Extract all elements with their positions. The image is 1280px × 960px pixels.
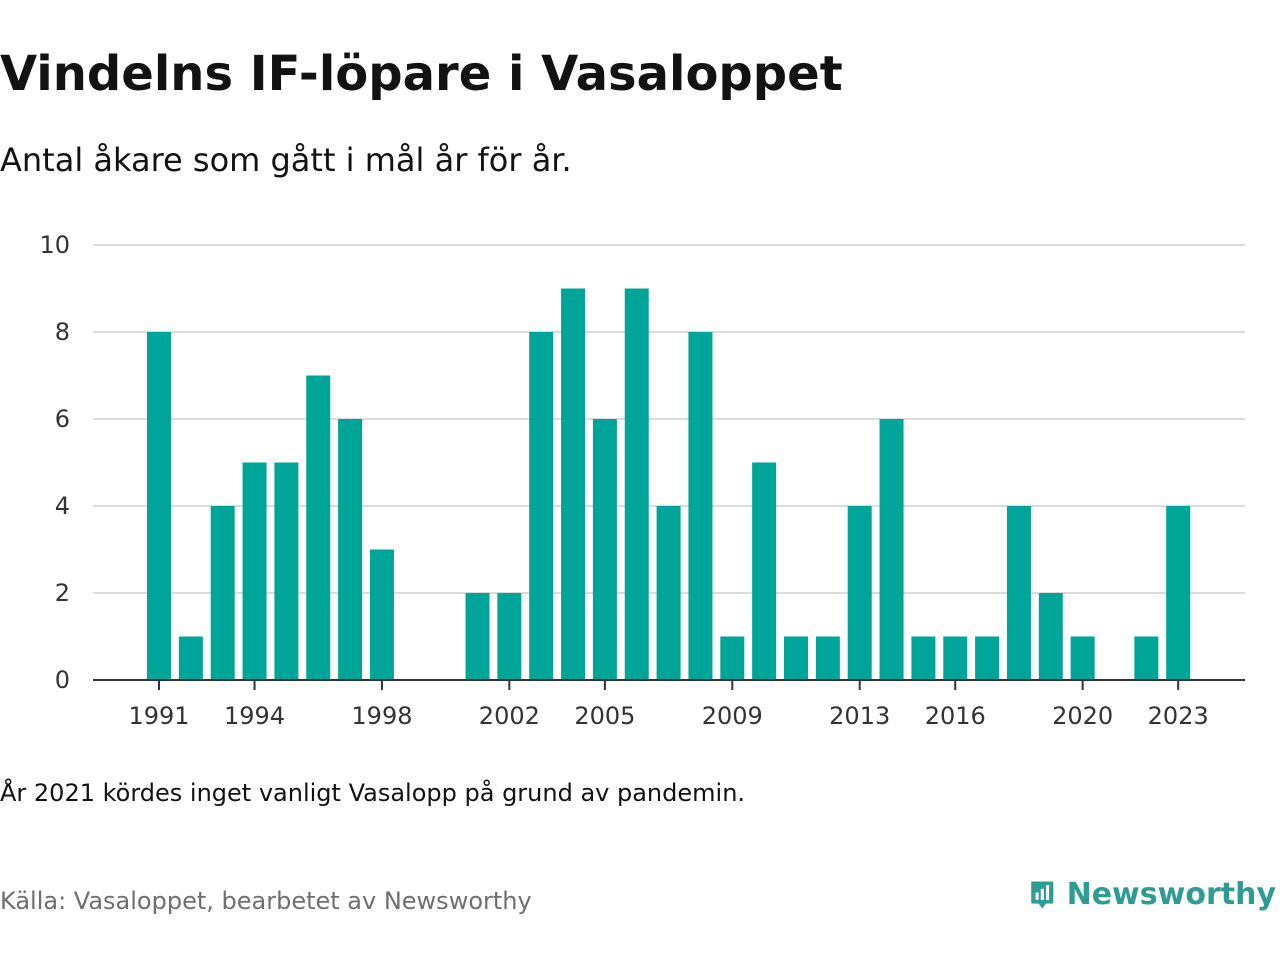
bar-2020 xyxy=(1070,636,1095,680)
bar-1995 xyxy=(274,462,299,680)
bar-2016 xyxy=(943,636,968,680)
chart-title: Vindelns IF-löpare i Vasaloppet xyxy=(0,46,843,102)
x-tick-label: 1998 xyxy=(351,702,412,730)
bar-2011 xyxy=(784,636,808,680)
bar-2008 xyxy=(688,332,713,680)
bar-1991 xyxy=(147,332,171,680)
bar-2003 xyxy=(529,332,554,680)
chart-note: År 2021 kördes inget vanligt Vasalopp på… xyxy=(0,779,746,807)
bar-2009 xyxy=(720,636,745,680)
x-tick-label: 2020 xyxy=(1052,702,1113,730)
bar-1993 xyxy=(210,506,235,680)
x-tick-label: 2002 xyxy=(479,702,540,730)
x-tick-label: 2013 xyxy=(829,702,890,730)
bar-2022 xyxy=(1134,636,1159,680)
bar-1996 xyxy=(306,375,331,680)
bars xyxy=(147,288,1191,680)
bar-2023 xyxy=(1166,506,1191,680)
x-tick-label: 1994 xyxy=(224,702,285,730)
y-tick-label: 10 xyxy=(39,231,70,259)
bar-2015 xyxy=(911,636,936,680)
bar-2010 xyxy=(752,462,777,680)
chart-subtitle: Antal åkare som gått i mål år för år. xyxy=(0,141,572,179)
x-tick-label: 2016 xyxy=(925,702,986,730)
y-tick-label: 0 xyxy=(55,666,70,694)
bar-1997 xyxy=(338,419,363,680)
bar-1992 xyxy=(178,636,203,680)
newsworthy-logo-icon xyxy=(1031,881,1054,909)
bar-2017 xyxy=(975,636,1000,680)
bar-2004 xyxy=(561,288,586,680)
x-tick-label: 2009 xyxy=(702,702,763,730)
x-tick-label: 1991 xyxy=(128,702,189,730)
y-tick-label: 2 xyxy=(55,579,70,607)
bar-2012 xyxy=(815,636,840,680)
bar-2019 xyxy=(1038,593,1063,680)
y-tick-label: 6 xyxy=(55,405,70,433)
x-tick-label: 2023 xyxy=(1148,702,1209,730)
source-credit: Källa: Vasaloppet, bearbetet av Newswort… xyxy=(0,887,532,915)
newsworthy-brand: Newsworthy xyxy=(1030,868,1276,922)
bar-2007 xyxy=(656,506,681,680)
bar-2013 xyxy=(847,506,872,680)
bar-2005 xyxy=(592,419,617,680)
bar-1998 xyxy=(369,549,394,680)
x-axis-ticks: 1991 1994 1998 2002 2005 2009 2013 2016 2020 2023 xyxy=(128,680,1209,730)
bar-2001 xyxy=(465,593,490,680)
bar-2006 xyxy=(624,288,649,680)
bar-2018 xyxy=(1006,506,1031,680)
y-tick-label: 8 xyxy=(55,318,70,346)
x-tick-label: 2005 xyxy=(574,702,635,730)
bar-chart: 0 2 4 6 8 10 1991 1994 1998 2002 2005 2009 2013 2016… xyxy=(39,231,1245,730)
y-axis-labels: 0 2 4 6 8 10 xyxy=(39,231,70,694)
y-tick-label: 4 xyxy=(55,492,70,520)
bar-1994 xyxy=(242,462,267,680)
bar-2014 xyxy=(879,419,904,680)
bar-2002 xyxy=(497,593,522,680)
brand-name: Newsworthy xyxy=(1066,877,1276,912)
